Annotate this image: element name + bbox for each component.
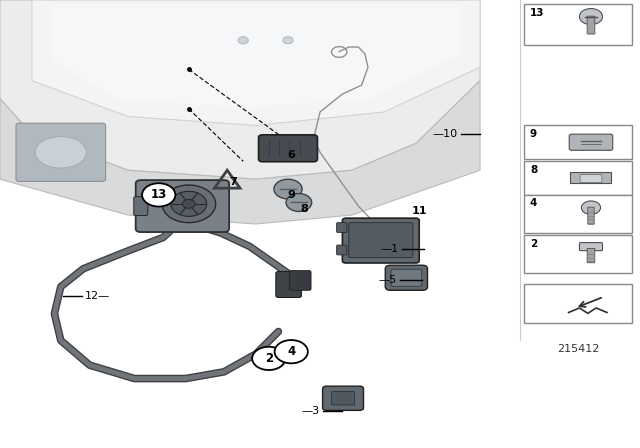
FancyBboxPatch shape — [16, 123, 106, 181]
Text: 2: 2 — [265, 352, 273, 365]
FancyBboxPatch shape — [323, 386, 364, 410]
Text: —10: —10 — [433, 129, 458, 139]
FancyBboxPatch shape — [134, 197, 148, 215]
FancyBboxPatch shape — [337, 223, 347, 233]
Text: 4: 4 — [287, 345, 295, 358]
FancyBboxPatch shape — [289, 271, 311, 290]
Text: 8: 8 — [530, 165, 537, 175]
FancyBboxPatch shape — [580, 175, 602, 183]
FancyBboxPatch shape — [570, 172, 611, 184]
FancyBboxPatch shape — [524, 125, 632, 159]
Text: 7: 7 — [230, 177, 237, 187]
Circle shape — [286, 194, 312, 211]
Circle shape — [162, 185, 216, 223]
FancyBboxPatch shape — [337, 245, 347, 255]
FancyBboxPatch shape — [332, 392, 355, 405]
FancyBboxPatch shape — [524, 161, 632, 195]
FancyBboxPatch shape — [342, 218, 419, 263]
Text: 9: 9 — [287, 190, 295, 200]
Text: 13: 13 — [150, 188, 167, 202]
Circle shape — [182, 199, 195, 208]
Text: 2: 2 — [530, 239, 537, 249]
Text: 11: 11 — [412, 206, 427, 215]
Circle shape — [238, 37, 248, 44]
FancyBboxPatch shape — [136, 180, 229, 232]
FancyBboxPatch shape — [579, 243, 602, 251]
Text: 12—: 12— — [85, 291, 110, 301]
Circle shape — [252, 347, 285, 370]
Text: —1: —1 — [381, 244, 399, 254]
Circle shape — [274, 179, 302, 199]
FancyBboxPatch shape — [524, 284, 632, 323]
Text: 8: 8 — [300, 204, 308, 214]
Polygon shape — [51, 4, 461, 108]
Circle shape — [283, 37, 293, 44]
FancyBboxPatch shape — [569, 134, 612, 151]
Text: 9: 9 — [530, 129, 537, 139]
Text: 13: 13 — [530, 8, 545, 18]
FancyBboxPatch shape — [587, 16, 595, 34]
Circle shape — [579, 9, 602, 25]
FancyBboxPatch shape — [524, 235, 632, 273]
Circle shape — [581, 201, 600, 215]
Polygon shape — [0, 0, 480, 179]
Text: 4: 4 — [530, 198, 538, 208]
Text: —3: —3 — [302, 406, 320, 416]
Polygon shape — [0, 81, 480, 224]
FancyBboxPatch shape — [349, 223, 413, 258]
FancyBboxPatch shape — [259, 135, 317, 162]
FancyBboxPatch shape — [587, 248, 595, 263]
FancyBboxPatch shape — [385, 265, 428, 290]
Polygon shape — [32, 0, 480, 125]
Text: 215412: 215412 — [557, 345, 599, 354]
Text: 6: 6 — [287, 151, 295, 160]
Ellipse shape — [35, 137, 86, 168]
Circle shape — [171, 191, 207, 216]
FancyBboxPatch shape — [276, 271, 301, 297]
FancyBboxPatch shape — [524, 195, 632, 233]
FancyBboxPatch shape — [391, 269, 422, 286]
FancyBboxPatch shape — [524, 4, 632, 45]
FancyBboxPatch shape — [588, 207, 594, 224]
Text: —5: —5 — [379, 275, 397, 285]
Circle shape — [142, 183, 175, 207]
Circle shape — [275, 340, 308, 363]
